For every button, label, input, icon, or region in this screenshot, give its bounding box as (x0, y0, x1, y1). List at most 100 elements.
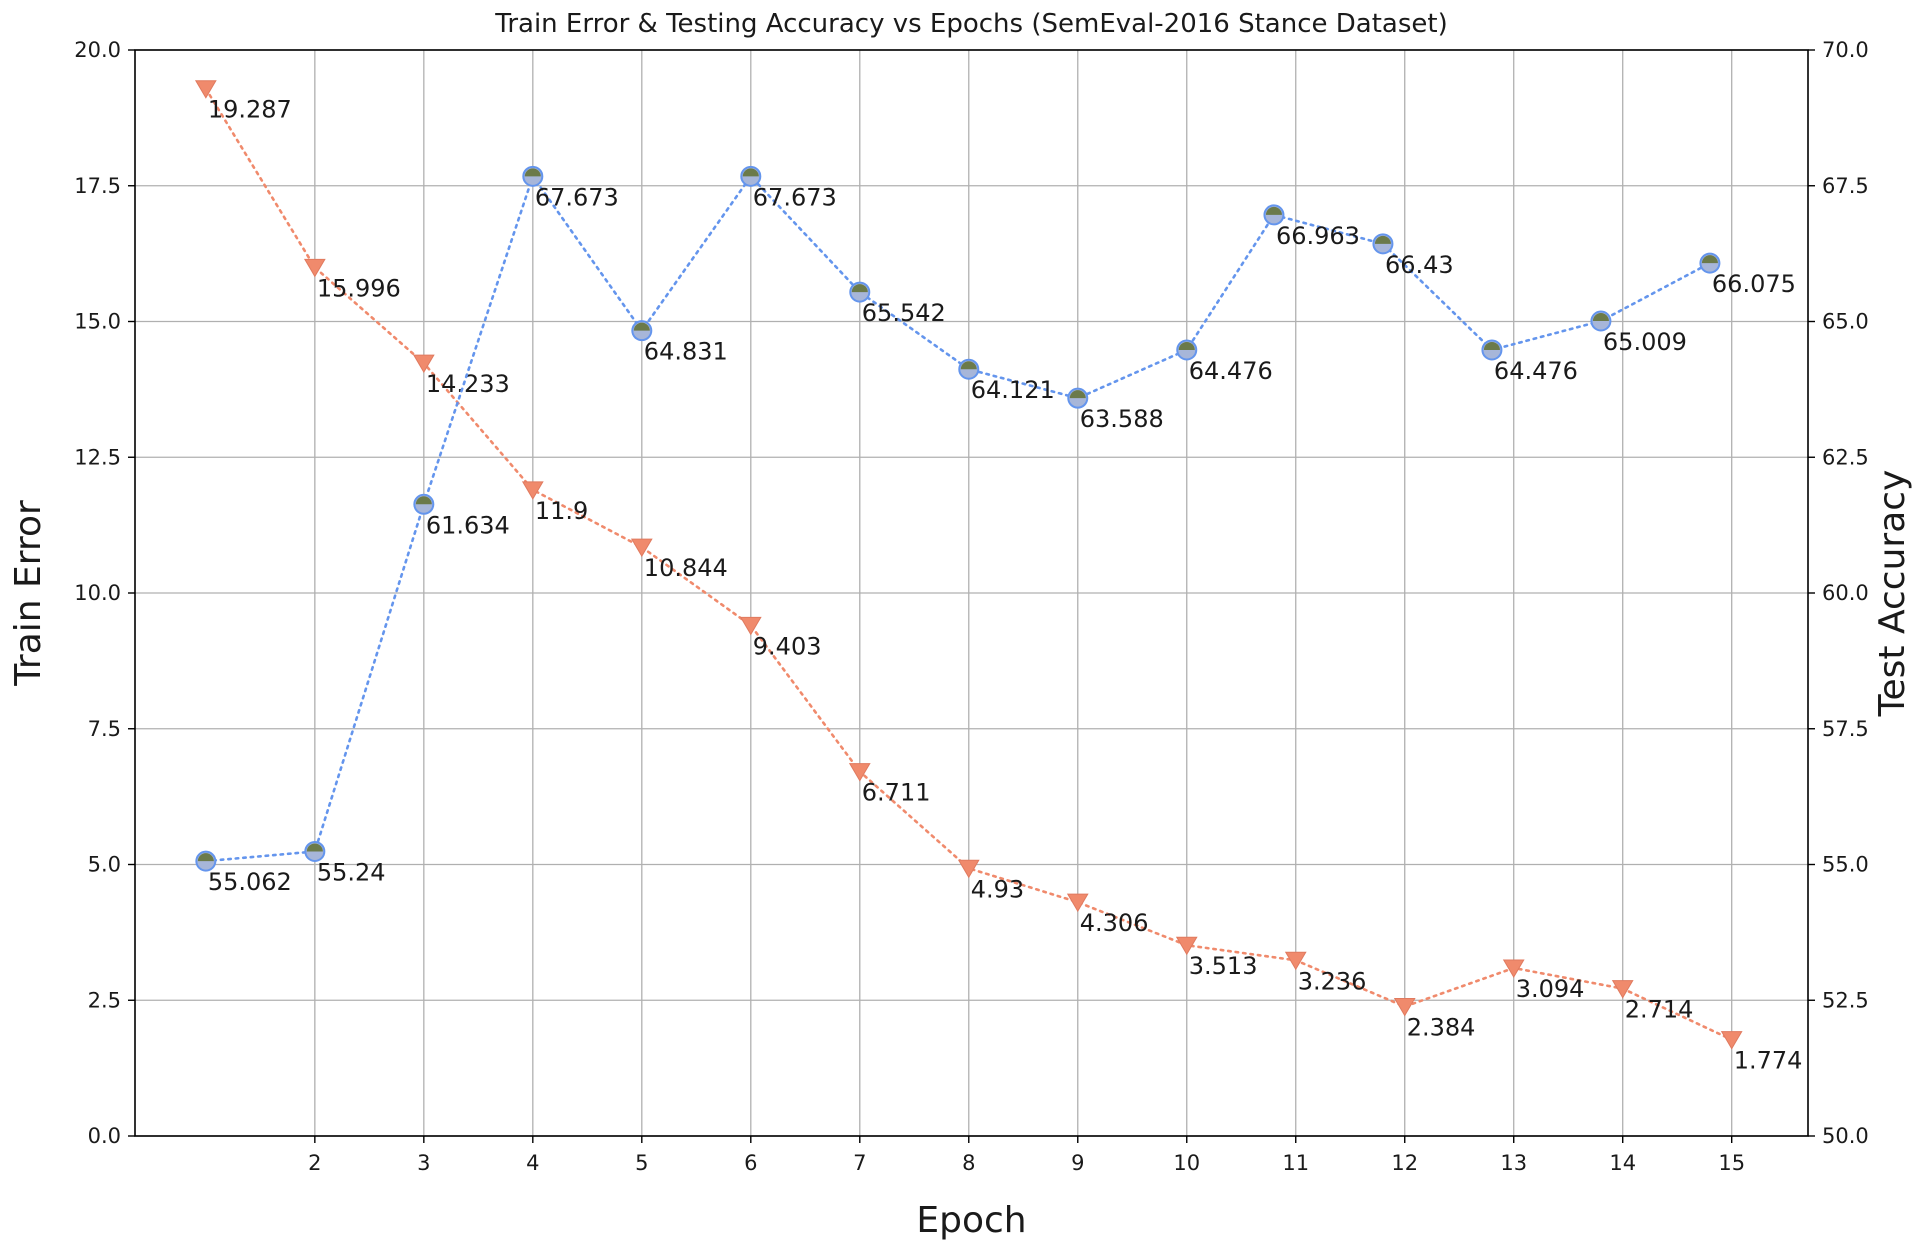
data-point-marker (304, 840, 326, 862)
data-point-marker (631, 320, 653, 342)
y-axis-right-label: Test Accuracy (1872, 470, 1913, 718)
data-label: 64.121 (971, 376, 1055, 404)
data-point-marker (1067, 387, 1089, 409)
data-label: 64.476 (1189, 357, 1273, 385)
marker-half (1592, 313, 1609, 322)
y-left-tick-label: 15.0 (74, 310, 121, 334)
data-point-marker (1699, 252, 1721, 274)
y-left-tick-label: 17.5 (74, 174, 121, 198)
y-right-tick-label: 57.5 (1822, 717, 1869, 741)
data-point-marker (413, 493, 435, 515)
y-right-tick-label: 67.5 (1822, 174, 1869, 198)
data-label: 66.43 (1385, 251, 1454, 279)
data-point-marker (303, 258, 326, 278)
y-right-tick-label: 60.0 (1822, 581, 1869, 605)
y-left-tick-label: 2.5 (88, 988, 121, 1012)
data-label: 2.714 (1625, 996, 1694, 1024)
marker-half (633, 322, 650, 331)
marker-half (1178, 341, 1195, 350)
data-label: 64.476 (1494, 357, 1578, 385)
data-label: 67.673 (753, 183, 837, 211)
data-label: 64.831 (644, 338, 728, 366)
data-point-marker (522, 165, 544, 187)
marker-half (1069, 390, 1086, 399)
x-tick-label: 5 (635, 1151, 648, 1175)
marker-half (415, 496, 432, 505)
x-tick-label: 6 (744, 1151, 757, 1175)
y-left-tick-label: 5.0 (88, 853, 121, 877)
data-label: 4.306 (1080, 909, 1149, 937)
data-point-marker (521, 481, 544, 500)
x-tick-label: 9 (1071, 1151, 1084, 1175)
marker-half (306, 843, 323, 852)
marker-half (742, 168, 759, 177)
data-label: 65.542 (862, 299, 946, 327)
grid (135, 49, 1808, 1137)
data-label: 55.24 (317, 858, 386, 886)
data-label: 11.9 (535, 497, 588, 525)
data-label: 63.588 (1080, 405, 1164, 433)
x-tick-label: 14 (1609, 1151, 1636, 1175)
data-label: 10.844 (644, 554, 728, 582)
y-left-tick-label: 10.0 (74, 581, 121, 605)
data-point-marker (1175, 936, 1198, 956)
chart-title: Train Error & Testing Accuracy vs Epochs… (494, 9, 1447, 39)
marker-half (851, 284, 868, 293)
series-layer: 19.28715.99614.23311.910.8449.4036.7114.… (194, 80, 1803, 1075)
data-label: 3.513 (1189, 952, 1258, 980)
data-point-marker (1481, 339, 1503, 361)
data-label: 66.075 (1712, 270, 1796, 298)
data-point-marker (195, 850, 217, 872)
data-point-marker (1066, 893, 1089, 913)
data-label: 65.009 (1603, 328, 1687, 356)
y-right-tick-label: 70.0 (1822, 38, 1869, 62)
data-label: 2.384 (1407, 1014, 1476, 1042)
data-point-marker (1502, 959, 1525, 978)
x-tick-label: 2 (308, 1151, 321, 1175)
series-right: 55.062 55.24 61.634 67.673 64.831 67.673 65.54… (195, 165, 1796, 896)
y-axis-left-label: Train Error (8, 500, 49, 687)
data-point-marker (848, 763, 871, 782)
y-left-tick-label: 12.5 (74, 445, 121, 469)
data-label: 55.062 (208, 868, 292, 896)
data-point-marker (412, 354, 435, 374)
y-right-tick-label: 55.0 (1822, 853, 1869, 877)
y-right-tick-label: 52.5 (1822, 988, 1869, 1012)
data-point-marker (1720, 1031, 1743, 1050)
data-label: 3.236 (1298, 967, 1367, 995)
x-tick-label: 3 (417, 1151, 430, 1175)
marker-half (197, 853, 214, 862)
data-point-marker (958, 358, 980, 380)
x-tick-label: 12 (1391, 1151, 1418, 1175)
data-label: 9.403 (753, 632, 822, 660)
data-point-marker (957, 859, 980, 879)
y-left-tick-label: 7.5 (88, 717, 121, 741)
y-right-tick-label: 62.5 (1822, 445, 1869, 469)
data-label: 15.996 (317, 274, 401, 302)
marker-half (1374, 235, 1391, 244)
x-tick-label: 11 (1282, 1151, 1309, 1175)
y-right-tick-label: 50.0 (1822, 1124, 1869, 1148)
data-point-marker (1590, 310, 1612, 332)
data-label: 61.634 (426, 511, 510, 539)
data-point-marker (1393, 998, 1416, 1017)
y-right-tick-label: 65.0 (1822, 310, 1869, 334)
data-point-marker (740, 165, 762, 187)
data-label: 4.93 (971, 875, 1024, 903)
series-line (204, 173, 1712, 863)
data-point-marker (1284, 951, 1307, 971)
data-point-marker (739, 616, 762, 636)
data-point-marker (1611, 980, 1634, 999)
data-point-marker (1176, 339, 1198, 361)
data-label: 3.094 (1516, 975, 1585, 1003)
data-label: 67.673 (535, 183, 619, 211)
marker-half (524, 168, 541, 177)
data-point-marker (630, 538, 653, 558)
marker-half (1483, 341, 1500, 350)
data-point-marker (1263, 204, 1285, 226)
data-label: 1.774 (1734, 1047, 1803, 1075)
x-tick-label: 7 (853, 1151, 866, 1175)
series-line (204, 87, 1734, 1041)
